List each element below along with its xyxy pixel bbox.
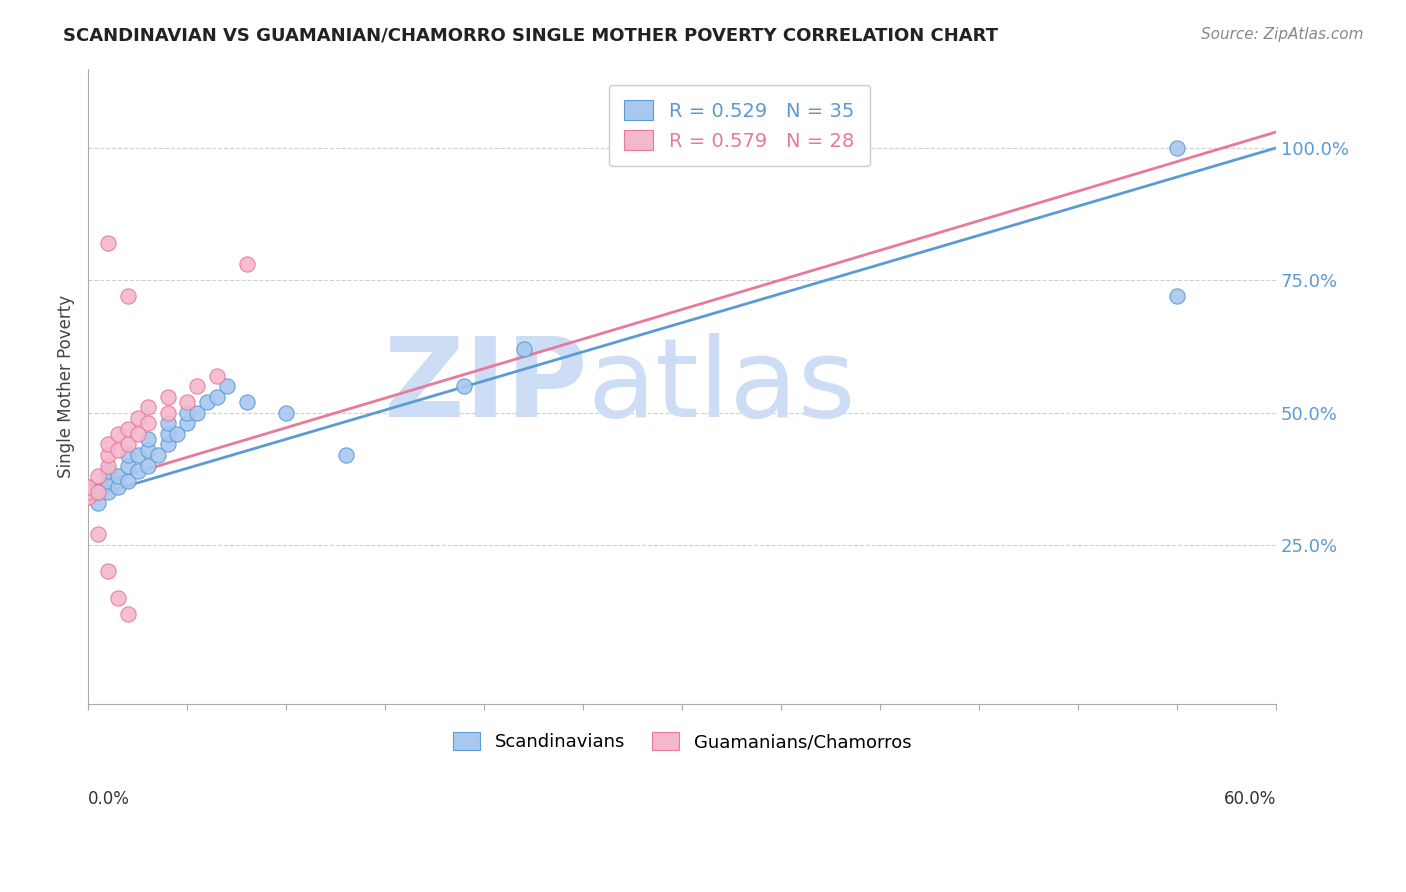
Point — [117, 437, 139, 451]
Point — [156, 437, 179, 451]
Point — [195, 395, 218, 409]
Point — [97, 458, 120, 473]
Y-axis label: Single Mother Poverty: Single Mother Poverty — [58, 294, 75, 478]
Point — [117, 448, 139, 462]
Point — [77, 485, 100, 500]
Point — [335, 448, 357, 462]
Point — [127, 464, 149, 478]
Point — [176, 395, 198, 409]
Point — [87, 496, 110, 510]
Point — [107, 591, 129, 605]
Point — [97, 464, 120, 478]
Point — [97, 448, 120, 462]
Point — [127, 426, 149, 441]
Point — [1166, 141, 1188, 155]
Point — [97, 485, 120, 500]
Point — [117, 421, 139, 435]
Point — [97, 565, 120, 579]
Point — [97, 437, 120, 451]
Point — [117, 607, 139, 621]
Point — [117, 475, 139, 489]
Point — [97, 475, 120, 489]
Point — [127, 448, 149, 462]
Point — [156, 390, 179, 404]
Point — [205, 390, 228, 404]
Point — [1166, 289, 1188, 303]
Legend: Scandinavians, Guamanians/Chamorros: Scandinavians, Guamanians/Chamorros — [446, 724, 918, 758]
Point — [77, 491, 100, 505]
Point — [136, 401, 159, 415]
Point — [136, 458, 159, 473]
Point — [176, 406, 198, 420]
Point — [77, 491, 100, 505]
Point — [453, 379, 475, 393]
Point — [87, 469, 110, 483]
Point — [127, 411, 149, 425]
Point — [107, 480, 129, 494]
Point — [87, 527, 110, 541]
Point — [235, 395, 257, 409]
Point — [107, 469, 129, 483]
Point — [166, 426, 188, 441]
Text: Source: ZipAtlas.com: Source: ZipAtlas.com — [1201, 27, 1364, 42]
Point — [276, 406, 298, 420]
Point — [176, 416, 198, 430]
Point — [87, 485, 110, 500]
Point — [186, 379, 208, 393]
Point — [235, 257, 257, 271]
Point — [87, 485, 110, 500]
Point — [117, 289, 139, 303]
Text: 60.0%: 60.0% — [1223, 789, 1277, 807]
Point — [513, 342, 536, 356]
Point — [156, 416, 179, 430]
Point — [107, 442, 129, 457]
Text: atlas: atlas — [588, 333, 856, 440]
Point — [117, 458, 139, 473]
Point — [136, 432, 159, 446]
Text: SCANDINAVIAN VS GUAMANIAN/CHAMORRO SINGLE MOTHER POVERTY CORRELATION CHART: SCANDINAVIAN VS GUAMANIAN/CHAMORRO SINGL… — [63, 27, 998, 45]
Point — [156, 426, 179, 441]
Point — [97, 236, 120, 251]
Point — [136, 442, 159, 457]
Point — [136, 416, 159, 430]
Point — [77, 480, 100, 494]
Point — [107, 426, 129, 441]
Point — [146, 448, 169, 462]
Point — [77, 480, 100, 494]
Point — [205, 368, 228, 383]
Text: 0.0%: 0.0% — [89, 789, 131, 807]
Point — [215, 379, 238, 393]
Point — [186, 406, 208, 420]
Point — [156, 406, 179, 420]
Text: ZIP: ZIP — [384, 333, 588, 440]
